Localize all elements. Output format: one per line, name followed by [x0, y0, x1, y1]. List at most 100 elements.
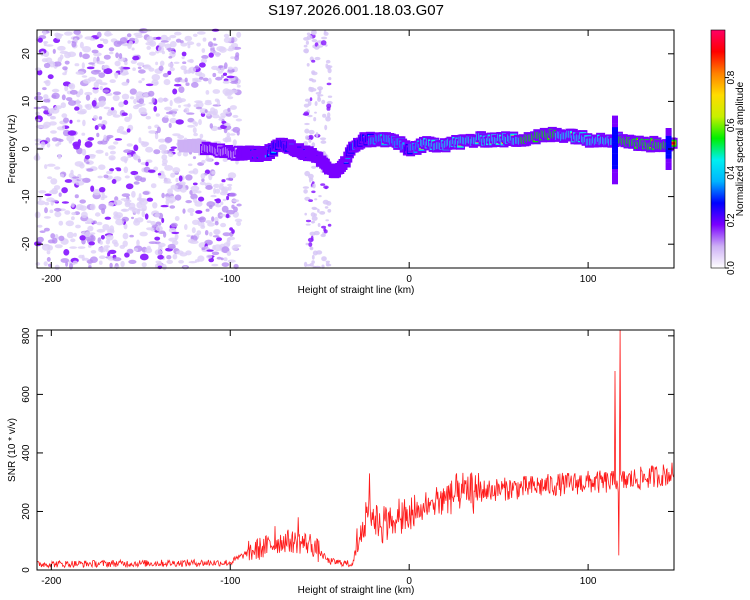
- spectrogram-noise-blob: [44, 193, 52, 197]
- spectrogram-noise-blob: [35, 111, 40, 116]
- colorbar-label: Normalized spectral amplitude: [735, 81, 746, 216]
- spectrogram-noise-blob: [184, 224, 188, 230]
- spectrogram-noise-blob: [53, 207, 62, 212]
- spectrogram-noise-blob: [69, 246, 77, 249]
- spectrogram-burst-cell: [665, 139, 672, 144]
- spectrogram-noise-blob: [105, 247, 109, 253]
- spectrogram-noise-blob: [40, 141, 46, 148]
- spectrogram-noise-blob: [184, 107, 190, 114]
- colorbar: 0.0 0.2 0.4 0.6 0.8 Normalized spectral ampl…: [710, 29, 746, 275]
- spectrogram-noise-blob: [38, 190, 47, 194]
- spectrogram-noise-blob: [128, 259, 137, 264]
- spectrogram-noise-blob: [143, 141, 150, 146]
- spectrogram-noise-blob: [193, 104, 200, 108]
- spectrogram-burst-cell: [612, 176, 618, 181]
- spectrogram-noise-blob: [311, 71, 318, 76]
- spectrogram-noise-blob: [89, 232, 96, 235]
- spectrogram-noise-blob: [229, 227, 234, 231]
- spectrogram-burst-cell: [612, 172, 618, 177]
- spectrogram-noise-blob: [164, 106, 172, 111]
- spectrogram-noise-blob: [187, 163, 193, 167]
- spectrogram-noise-blob: [74, 63, 80, 67]
- spectrogram-noise-blob: [170, 146, 177, 149]
- spectrogram-noise-blob: [138, 80, 143, 84]
- spectrogram-noise-blob: [104, 216, 112, 220]
- spectrogram-noise-blob: [64, 31, 73, 36]
- colorbar-tick-label: 0.6: [726, 118, 737, 132]
- spectrogram-noise-blob: [43, 41, 49, 44]
- spectrogram-noise-blob: [327, 112, 331, 118]
- spectrogram-noise-blob: [44, 201, 50, 206]
- spectrogram-noise-blob: [90, 185, 95, 192]
- spectrogram-noise-blob: [217, 70, 223, 74]
- spectrogram-noise-blob: [51, 88, 60, 93]
- spectrogram-noise-blob: [114, 138, 123, 141]
- spectrogram-noise-blob: [155, 225, 163, 232]
- spectrogram-noise-blob: [42, 87, 47, 91]
- spectrogram-noise-blob: [84, 155, 90, 160]
- spectrogram-noise-blob: [120, 156, 129, 162]
- spectrogram-noise-blob: [68, 83, 74, 89]
- spectrogram-noise-blob: [212, 235, 220, 238]
- spectrogram-noise-blob: [320, 233, 326, 238]
- spectrogram-noise-blob: [96, 221, 103, 226]
- spectrogram-noise-blob: [129, 96, 135, 100]
- spectrogram-noise-blob: [168, 56, 173, 59]
- spectrogram-noise-blob: [112, 257, 122, 262]
- spectrogram-noise-blob: [138, 98, 145, 105]
- spectrogram-noise-blob: [213, 187, 217, 195]
- spectrogram-noise-blob: [325, 44, 328, 47]
- spectrogram-noise-blob: [129, 37, 136, 42]
- spectrogram-noise-blob: [67, 40, 71, 44]
- spectrogram-noise-blob: [222, 80, 230, 84]
- spectrogram-noise-blob: [198, 119, 202, 126]
- spectrogram-noise-blob: [311, 165, 317, 169]
- spectrogram-noise-blob: [119, 37, 128, 44]
- spectrogram-noise-blob: [236, 203, 242, 207]
- spectrogram-ridge-cell: [671, 142, 676, 145]
- spectrogram-noise-blob: [103, 245, 111, 249]
- spectrogram-noise-blob: [141, 210, 146, 218]
- spectrogram-noise-blob: [81, 148, 87, 156]
- spectrogram-burst-cell: [612, 130, 618, 135]
- spectrogram-noise-blob: [84, 91, 93, 96]
- spectrogram-noise-blob: [313, 230, 320, 236]
- spectrogram-noise-blob: [66, 135, 75, 142]
- spectrogram-noise-blob: [130, 59, 137, 64]
- spectrogram-noise-blob: [221, 187, 228, 194]
- spectrogram-noise-blob: [306, 63, 310, 67]
- spectrogram-noise-blob: [211, 263, 219, 267]
- spectrogram-noise-blob: [164, 136, 173, 143]
- spectrogram-noise-blob: [58, 192, 62, 197]
- spectrogram-noise-blob: [220, 257, 224, 261]
- spectrogram-noise-blob: [105, 239, 111, 245]
- spectrogram-noise-blob: [131, 190, 136, 198]
- spectrogram-noise-blob: [153, 105, 157, 112]
- spectrogram-noise-blob: [94, 212, 101, 217]
- spectrogram-noise-blob: [43, 227, 50, 232]
- spectrogram-noise-blob: [311, 29, 317, 36]
- spectrogram-noise-blob: [43, 62, 51, 69]
- spectrogram-noise-blob: [304, 170, 311, 177]
- spectrogram-noise-blob: [168, 227, 177, 233]
- spectrogram-noise-blob: [152, 202, 158, 209]
- spectrogram-noise-blob: [201, 178, 205, 183]
- spectrogram-noise-blob: [162, 73, 169, 78]
- spectrogram-noise-blob: [141, 262, 147, 268]
- spectrogram-noise-blob: [326, 201, 332, 206]
- spectrogram-noise-blob: [325, 260, 330, 263]
- spectrogram-noise-blob: [142, 93, 150, 97]
- spectrogram-noise-blob: [327, 68, 332, 74]
- spectrogram-noise-blob: [75, 224, 81, 229]
- spectrogram-noise-blob: [305, 135, 310, 141]
- spectrogram-burst-cell: [665, 158, 672, 163]
- spectrogram-noise-blob: [35, 142, 41, 146]
- spectrogram-noise-blob: [181, 56, 185, 60]
- spectrogram-noise-blob: [55, 143, 60, 147]
- spectrogram-noise-blob: [197, 255, 205, 262]
- spectrogram-noise-blob: [96, 228, 106, 233]
- spectrogram-noise-blob: [56, 33, 64, 37]
- spectrogram-noise-blob: [311, 254, 315, 260]
- spectrogram-noise-blob: [121, 93, 130, 100]
- spectrogram-noise-blob: [60, 102, 66, 109]
